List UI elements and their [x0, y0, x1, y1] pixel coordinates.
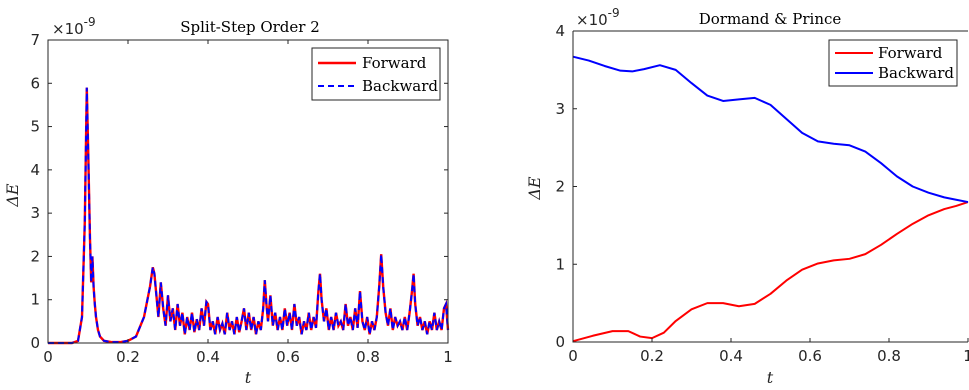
x-axis-label: t: [245, 368, 252, 387]
y-tick-label: 3: [30, 204, 40, 222]
x-tick-label: 1: [443, 348, 453, 366]
x-tick-label: 0.2: [640, 347, 664, 365]
x-tick-label: 0.8: [877, 347, 901, 365]
chart-title: Dormand & Prince: [699, 10, 842, 28]
x-tick-label: 0.2: [116, 348, 140, 366]
y-tick-label: 3: [555, 100, 565, 118]
series-line-backward: [48, 87, 449, 344]
y-exponent: ×10-9: [52, 15, 96, 38]
legend: Forward Backward: [311, 47, 441, 101]
y-axis-label: ΔE: [3, 183, 22, 208]
chart-split-step: 0 0.2 0.4 0.6 0.8 1 0 1 2 3 4 5 6 7 Split-Step Order…: [3, 15, 453, 387]
y-tick-label: 4: [555, 22, 565, 40]
y-tick-label: 1: [30, 291, 40, 309]
x-tick-label: 0.6: [798, 347, 822, 365]
y-exponent-base: ×10: [52, 20, 84, 38]
x-tick-label: 0.6: [276, 348, 300, 366]
legend-box: [311, 47, 441, 101]
x-tick-label: 0: [568, 347, 578, 365]
x-tick-label: 1: [963, 347, 969, 365]
y-tick-label: 0: [555, 333, 565, 351]
legend-label-forward: Forward: [878, 44, 943, 62]
x-tick-label: 0.4: [196, 348, 220, 366]
plot-area-frame: [47, 39, 449, 344]
series-line-forward: [572, 201, 969, 343]
y-tick-label: 0: [30, 334, 40, 352]
y-tick-label: 7: [30, 31, 40, 49]
y-tick-label: 1: [555, 255, 565, 273]
legend-box: [828, 39, 958, 87]
series-line-backward: [572, 55, 969, 204]
y-exponent-power: -9: [608, 6, 620, 20]
y-axis-label: ΔE: [525, 176, 544, 201]
legend-label-forward: Forward: [362, 54, 427, 72]
y-exponent: ×10-9: [576, 6, 620, 29]
x-tick-label: 0.8: [356, 348, 380, 366]
y-tick-label: 6: [30, 74, 40, 92]
x-axis-label: t: [767, 368, 774, 387]
x-tick-label: 0: [43, 348, 53, 366]
chart-title: Split-Step Order 2: [180, 18, 320, 36]
legend-label-backward: Backward: [362, 77, 438, 95]
legend: Forward Backward: [828, 39, 958, 87]
legend-label-backward: Backward: [878, 64, 954, 82]
y-tick-label: 4: [30, 161, 40, 179]
y-exponent-base: ×10: [576, 11, 608, 29]
y-tick-label: 2: [30, 247, 40, 265]
x-tick-label: 0.4: [719, 347, 743, 365]
y-exponent-power: -9: [84, 15, 96, 29]
y-tick-label: 5: [30, 118, 40, 136]
y-tick-label: 2: [555, 178, 565, 196]
